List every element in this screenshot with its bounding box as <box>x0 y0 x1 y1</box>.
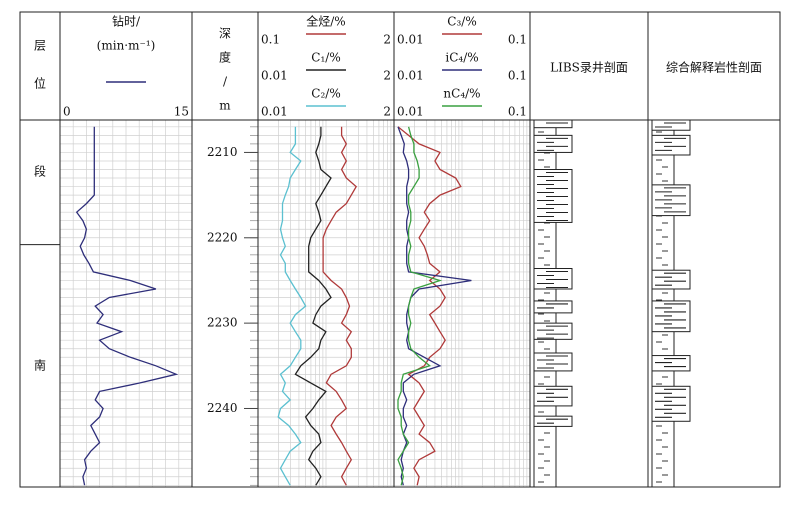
depth-tick-label: 2220 <box>207 230 238 244</box>
depth-header: 深 <box>219 27 231 41</box>
scale-max: 0.1 <box>508 69 527 83</box>
legend-label: 全烃/% <box>306 14 345 29</box>
depth-header: / <box>223 75 228 89</box>
scale-max: 2 <box>383 69 391 83</box>
scale-max: 0.1 <box>508 105 527 119</box>
track-title: 综合解释岩性剖面 <box>666 60 762 75</box>
zone-label: 段 <box>34 164 46 179</box>
lithology-interval <box>533 300 573 314</box>
legend-label: C₂/% <box>311 87 340 101</box>
zone-label: 南 <box>34 357 46 372</box>
legend-label: C₁/% <box>311 51 340 65</box>
frame <box>19 11 781 488</box>
track-title: 钻时/ <box>112 14 141 29</box>
curve <box>322 126 358 486</box>
layer-header: 位 <box>34 76 46 91</box>
lithology-interval <box>651 355 691 372</box>
lithology-interval <box>533 352 573 372</box>
curve <box>397 126 443 486</box>
scale-min: 0.01 <box>261 105 288 119</box>
scale-min: 0.01 <box>397 69 424 83</box>
lithology-interval <box>533 119 573 129</box>
lithology-interval <box>533 322 573 340</box>
lithology-interval <box>533 134 573 153</box>
scale-min: 0.01 <box>397 105 424 119</box>
lithology-interval <box>533 415 573 427</box>
scale-max: 0.1 <box>508 33 527 47</box>
curve <box>397 126 462 486</box>
curve <box>75 126 179 486</box>
legend-label: iC₄/% <box>445 51 478 65</box>
depth-tick-label: 2240 <box>207 401 238 415</box>
legend-label: C₃/% <box>447 15 476 29</box>
scale-min: 0.01 <box>397 33 424 47</box>
scale-max: 2 <box>383 105 391 119</box>
track-title: LIBS录井剖面 <box>550 61 628 75</box>
legend-label: nC₄/% <box>443 87 480 101</box>
curve <box>277 126 307 486</box>
lithology-interval <box>651 385 691 422</box>
layer-header: 层 <box>34 39 46 53</box>
scale-max: 15 <box>174 105 189 119</box>
curve <box>294 126 332 486</box>
scale-min: 0.01 <box>261 69 288 83</box>
depth-header: 度 <box>219 50 231 65</box>
scale-min: 0.1 <box>261 33 280 47</box>
depth-tick-label: 2230 <box>207 316 238 330</box>
lithology-interval <box>651 269 691 290</box>
depth-tick-label: 2210 <box>207 145 238 159</box>
scale-max: 2 <box>383 33 391 47</box>
track-unit: (min·m⁻¹) <box>97 39 156 53</box>
lithology-interval <box>651 119 691 131</box>
depth-header: m <box>219 99 231 113</box>
scale-min: 0 <box>63 105 71 119</box>
